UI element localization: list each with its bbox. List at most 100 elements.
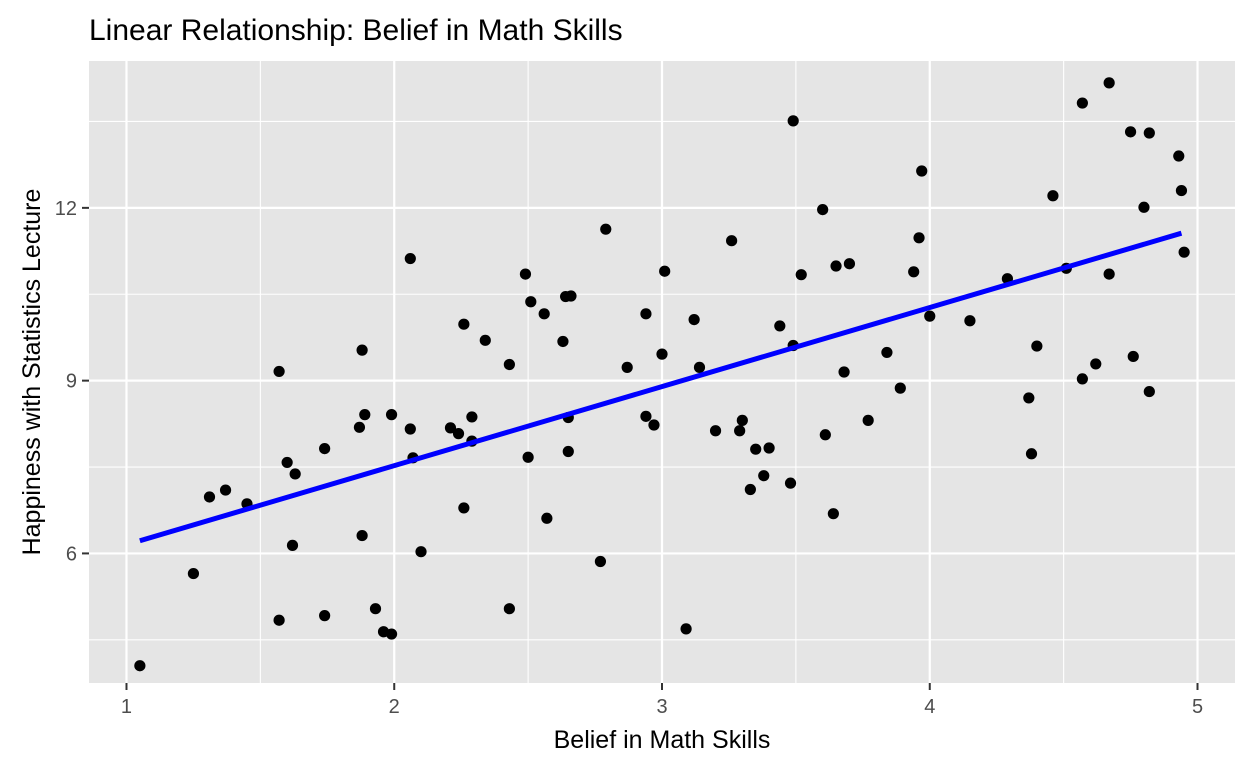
data-point (203, 491, 216, 503)
data-points (134, 77, 1190, 672)
y-tick-label: 6 (66, 543, 77, 565)
data-point (359, 409, 371, 421)
data-point (600, 223, 612, 235)
x-tick-label: 3 (656, 696, 667, 718)
data-point (758, 470, 770, 482)
data-point (648, 419, 660, 431)
data-point (640, 410, 652, 422)
data-point (286, 539, 299, 551)
data-point (640, 308, 652, 320)
data-point (289, 468, 301, 480)
data-point (763, 442, 775, 454)
data-point (356, 529, 368, 542)
data-point (356, 344, 368, 356)
chart-title: Linear Relationship: Belief in Math Skil… (89, 14, 623, 47)
data-point (838, 366, 850, 378)
data-point (774, 320, 786, 332)
data-point (784, 477, 797, 489)
data-point (819, 429, 831, 441)
data-point (680, 623, 692, 635)
data-point (693, 361, 706, 373)
data-point (353, 421, 366, 433)
data-point (1143, 127, 1155, 139)
data-point (1047, 190, 1059, 202)
data-point (1025, 448, 1038, 460)
data-point (843, 258, 856, 270)
data-point (594, 555, 607, 568)
data-point (750, 443, 762, 455)
data-point (734, 425, 746, 437)
data-point (924, 310, 936, 322)
data-point (827, 508, 839, 520)
data-point (908, 266, 920, 278)
y-axis-ticks: 6 9 12 (55, 198, 89, 565)
data-point (1023, 392, 1035, 404)
data-point (1178, 246, 1190, 258)
data-point (458, 318, 470, 330)
data-point (659, 265, 671, 277)
data-point (1143, 385, 1155, 398)
data-point (319, 610, 331, 622)
data-point (795, 269, 807, 281)
data-point (369, 603, 382, 615)
data-point (466, 411, 478, 423)
data-point (479, 334, 491, 346)
data-point (1076, 97, 1088, 109)
data-point (444, 422, 457, 434)
data-point (1103, 268, 1115, 280)
y-axis-title: Happiness with Statistics Lecture (18, 189, 46, 556)
data-point (817, 203, 829, 216)
data-point (736, 414, 748, 426)
x-tick-label: 5 (1192, 696, 1203, 718)
data-point (1031, 340, 1043, 352)
x-tick-label: 2 (389, 696, 400, 718)
data-point (881, 346, 893, 359)
data-point (273, 365, 285, 378)
data-point (187, 567, 200, 580)
data-point (1138, 201, 1150, 213)
data-point (525, 296, 537, 308)
data-point (385, 628, 398, 640)
data-point (1090, 358, 1102, 370)
data-point (404, 423, 416, 435)
data-point (787, 115, 799, 127)
data-point (1173, 150, 1185, 162)
data-point (1076, 373, 1088, 385)
y-tick-label: 9 (66, 371, 77, 393)
data-point (522, 451, 534, 463)
data-point (1103, 77, 1115, 89)
data-point (319, 442, 331, 455)
x-axis-title: Belief in Math Skills (554, 726, 771, 754)
regression-line (139, 230, 1183, 544)
data-point (656, 348, 668, 360)
data-point (281, 456, 293, 469)
data-point (1175, 184, 1188, 197)
data-point (565, 290, 577, 302)
data-point (562, 445, 574, 458)
data-point (557, 335, 569, 348)
data-point (916, 165, 928, 177)
x-axis-ticks: 1 2 3 4 5 (121, 683, 1203, 718)
x-tick-label: 1 (121, 696, 132, 718)
data-point (830, 260, 842, 272)
data-point (744, 483, 756, 496)
data-point (688, 313, 700, 326)
data-point (964, 315, 976, 327)
data-point (503, 603, 515, 615)
data-point (894, 382, 906, 394)
data-point (134, 660, 146, 672)
data-point (621, 361, 633, 373)
data-point (219, 484, 232, 496)
data-point (726, 235, 738, 247)
data-point (415, 546, 427, 558)
major-gridlines (89, 61, 1235, 683)
x-tick-label: 4 (924, 696, 935, 718)
data-point (385, 409, 398, 421)
data-point (709, 425, 722, 437)
data-point (862, 414, 874, 426)
data-point (503, 358, 515, 371)
data-point (1124, 126, 1137, 138)
data-point (538, 308, 550, 320)
data-point (519, 268, 532, 280)
